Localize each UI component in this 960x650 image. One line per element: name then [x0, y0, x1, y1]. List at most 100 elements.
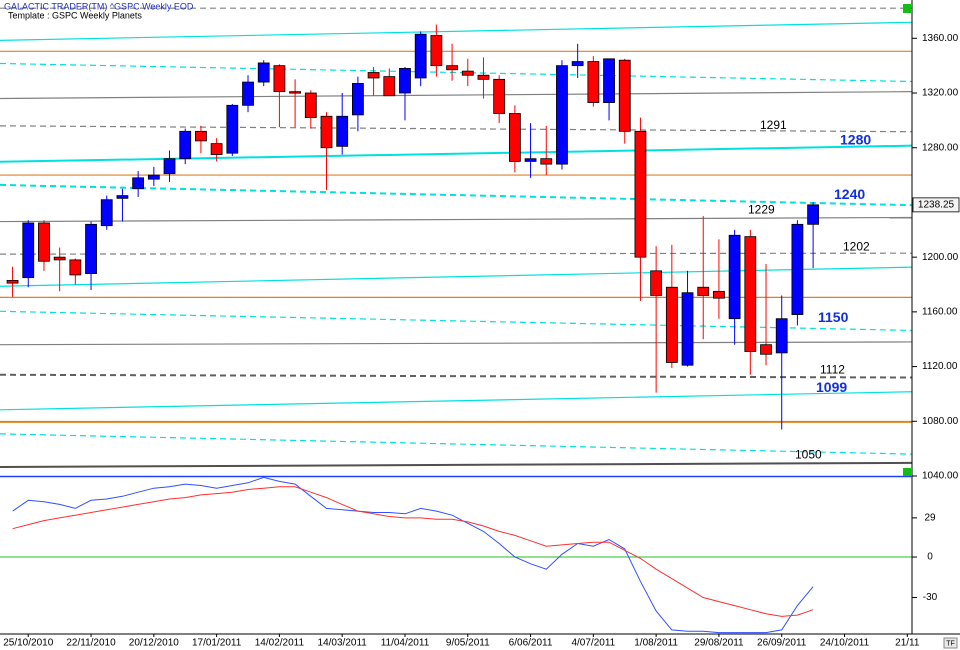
level-label: 1291: [760, 118, 787, 132]
candle-body: [22, 222, 35, 279]
candle-body: [53, 256, 66, 261]
x-tick-label: 9/05/2011: [446, 638, 490, 649]
level-label: 1280: [840, 131, 871, 147]
candle-body: [38, 222, 50, 262]
x-tick-label: 22/11/2010: [66, 638, 116, 649]
candle-body: [414, 33, 427, 79]
level-label: 1229: [748, 203, 775, 217]
candle-body: [744, 236, 757, 352]
candle-body: [367, 72, 380, 79]
candle-body: [728, 234, 741, 320]
level-line: [0, 266, 912, 287]
x-tick-label: 4/07/2011: [571, 638, 615, 649]
x-tick-label: 20/12/2010: [129, 638, 179, 649]
y-tick-label: 1080.00: [922, 416, 959, 427]
candle-body: [650, 270, 663, 296]
chart-subtitle: Template : GSPC Weekly Planets: [8, 10, 142, 20]
oscillator-line: [12, 486, 814, 617]
level-label: 1240: [834, 186, 865, 202]
candle-body: [226, 104, 239, 154]
oscillator-plot: [0, 477, 912, 634]
candle-body: [383, 76, 396, 97]
candle-body: [791, 223, 804, 315]
level-line: [0, 461, 912, 468]
last-price-label: 1238.25: [918, 199, 955, 210]
level-label: 1150: [818, 309, 849, 325]
x-tick-label: 14/02/2011: [255, 638, 305, 649]
tf-button[interactable]: [943, 637, 958, 649]
candle-body: [6, 280, 19, 284]
level-label: 1112: [820, 363, 845, 377]
level-line: [0, 183, 912, 207]
y-tick-label: 1040.00: [922, 471, 959, 482]
y-tick-label: 1320.00: [922, 88, 959, 99]
y-tick-label: 29: [924, 513, 936, 524]
y-tick-label: 1200.00: [922, 252, 959, 263]
x-tick-label: 6/06/2011: [509, 638, 553, 649]
axes: 1040.00 1080.00 1120.00 1160.00 1200.00 1280.…: [3, 33, 958, 649]
level-line: [0, 62, 912, 83]
level-line: [0, 341, 912, 346]
candle-body: [336, 115, 349, 147]
candle-body: [665, 286, 678, 363]
candle-body: [320, 115, 333, 149]
tf-text: TF: [946, 640, 955, 647]
candle-body: [681, 292, 694, 366]
candle-body: [242, 81, 254, 106]
candle-body: [132, 177, 145, 190]
y-tick-label: 1360.00: [922, 33, 959, 44]
level-label: 1099: [816, 379, 847, 395]
candle-body: [807, 204, 820, 225]
last-price-box: [912, 197, 960, 213]
candle-body: [461, 70, 474, 76]
level-line: [0, 373, 912, 379]
candle-body: [163, 158, 176, 175]
candle-body: [571, 61, 584, 67]
candle-body: [618, 59, 631, 132]
candle-body: [713, 290, 725, 299]
level-line: [0, 91, 912, 100]
marker: [903, 4, 911, 13]
candle-body: [399, 67, 411, 94]
candle-body: [147, 174, 160, 180]
level-line: [0, 252, 912, 255]
candle-body: [304, 92, 317, 119]
y-tick-label: 1120.00: [922, 361, 958, 372]
level-line: [0, 433, 912, 455]
candle-body: [446, 65, 458, 71]
level-label: 1050: [795, 447, 822, 461]
candle-body: [540, 158, 553, 165]
candle-body: [556, 65, 568, 165]
y-tick-label: 0: [927, 552, 933, 563]
candle-body: [603, 58, 615, 103]
candle-body: [85, 223, 97, 274]
x-tick-label: 21/11: [895, 638, 920, 649]
candle-body: [508, 113, 521, 162]
level-line: [0, 310, 912, 332]
level-line: [0, 216, 912, 223]
candle-body: [69, 259, 82, 276]
x-tick-label: 29/08/2011: [694, 638, 744, 649]
chart-title: GALACTIC TRADER(TM) ^GSPC Weekly EOD: [4, 1, 194, 11]
candle-body: [430, 35, 443, 67]
candle-body: [210, 143, 223, 155]
candle-body: [634, 130, 647, 258]
x-tick-label: 14/03/2011: [318, 638, 368, 649]
candle-body: [587, 61, 600, 103]
candle-body: [760, 344, 772, 355]
y-tick-label: 1160.00: [922, 307, 958, 318]
x-tick-label: 11/04/2011: [381, 638, 430, 649]
candle-body: [195, 130, 207, 142]
candle-body: [179, 130, 192, 160]
candle-body: [289, 91, 301, 94]
level-line: [0, 391, 912, 411]
x-tick-label: 25/10/2010: [3, 638, 53, 649]
marker: [903, 468, 911, 476]
x-tick-label: 24/10/2011: [820, 638, 870, 649]
y-tick-label: 1280.00: [922, 142, 959, 153]
main-plot: [0, 7, 912, 468]
candle-body: [477, 74, 490, 80]
x-tick-label: 26/09/2011: [757, 638, 807, 649]
